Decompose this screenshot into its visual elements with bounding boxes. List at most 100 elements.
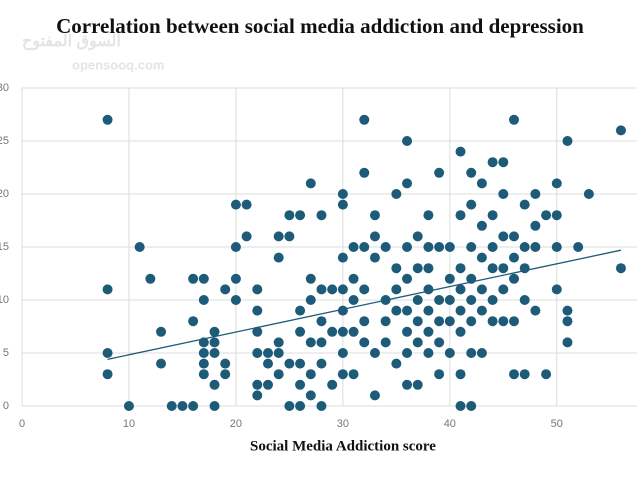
- point: [145, 273, 156, 284]
- point: [337, 305, 348, 316]
- point: [476, 178, 487, 189]
- point: [476, 348, 487, 358]
- point: [102, 114, 113, 125]
- point: [220, 284, 231, 295]
- point: [402, 326, 413, 337]
- point: [230, 199, 241, 210]
- point: [466, 167, 477, 178]
- point: [359, 337, 370, 348]
- point: [423, 326, 434, 337]
- point: [402, 273, 413, 284]
- point: [327, 326, 338, 337]
- point: [562, 337, 573, 348]
- point: [359, 316, 370, 327]
- point: [423, 284, 434, 295]
- point: [498, 189, 509, 199]
- point: [380, 242, 391, 252]
- point: [434, 295, 445, 305]
- point: [305, 273, 316, 284]
- point: [348, 273, 359, 284]
- point: [252, 326, 263, 337]
- point: [273, 348, 284, 358]
- point: [220, 358, 231, 369]
- point: [519, 369, 530, 380]
- point: [198, 273, 209, 284]
- point: [476, 305, 487, 316]
- point: [402, 136, 413, 146]
- watermark-arabic: السوق المفتوح: [22, 33, 121, 51]
- point: [466, 401, 477, 411]
- x-tick-label: 20: [230, 418, 242, 430]
- point: [402, 242, 413, 252]
- point: [241, 199, 252, 210]
- point: [487, 242, 498, 252]
- point: [466, 199, 477, 210]
- point: [252, 284, 263, 295]
- point: [305, 390, 316, 401]
- point: [295, 305, 306, 316]
- point: [541, 210, 552, 221]
- point: [209, 379, 220, 390]
- point: [509, 369, 519, 380]
- point: [455, 369, 466, 380]
- point: [391, 284, 402, 295]
- point: [498, 157, 509, 168]
- x-tick-label: 0: [19, 418, 25, 430]
- point: [455, 305, 466, 316]
- point: [476, 220, 487, 231]
- y-tick-label: 20: [0, 188, 9, 200]
- point: [391, 263, 402, 274]
- point: [337, 189, 348, 199]
- point: [498, 316, 509, 327]
- point: [434, 316, 445, 327]
- point: [252, 379, 263, 390]
- point: [188, 316, 199, 327]
- x-tick-label: 50: [551, 418, 563, 430]
- point: [487, 157, 498, 168]
- point: [369, 231, 380, 242]
- point: [369, 390, 380, 401]
- x-tick-label: 40: [444, 418, 456, 430]
- point: [402, 305, 413, 316]
- point: [455, 146, 466, 157]
- point: [359, 167, 370, 178]
- point: [412, 295, 423, 305]
- point: [123, 401, 134, 411]
- point: [273, 231, 284, 242]
- point: [455, 263, 466, 274]
- point: [156, 358, 167, 369]
- point: [423, 210, 434, 221]
- point: [102, 369, 113, 380]
- point: [412, 231, 423, 242]
- point: [337, 284, 348, 295]
- point: [348, 295, 359, 305]
- point: [241, 231, 252, 242]
- point: [198, 358, 209, 369]
- point: [166, 401, 177, 411]
- point: [188, 401, 199, 411]
- point: [391, 305, 402, 316]
- point: [380, 316, 391, 327]
- point: [380, 337, 391, 348]
- point: [252, 348, 263, 358]
- point: [327, 284, 338, 295]
- point: [252, 390, 263, 401]
- point: [444, 242, 455, 252]
- point: [434, 167, 445, 178]
- point: [551, 178, 562, 189]
- point: [369, 210, 380, 221]
- point: [455, 210, 466, 221]
- point: [509, 114, 519, 125]
- y-tick-label: 30: [0, 82, 9, 94]
- point: [423, 263, 434, 274]
- point: [487, 316, 498, 327]
- point: [273, 252, 284, 263]
- point: [562, 305, 573, 316]
- point: [198, 337, 209, 348]
- point: [284, 231, 295, 242]
- point: [252, 305, 263, 316]
- point: [337, 252, 348, 263]
- point: [209, 348, 220, 358]
- point: [444, 273, 455, 284]
